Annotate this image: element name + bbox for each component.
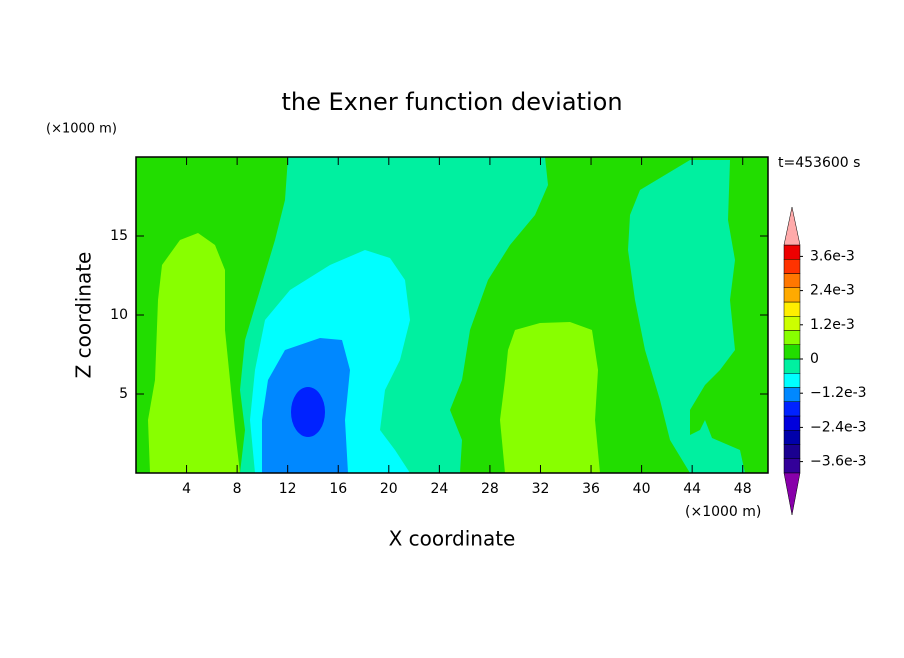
contour-region — [500, 322, 600, 473]
colorbar-tick-label: 2.4e-3 — [810, 283, 855, 299]
x-tick-label: 28 — [481, 481, 499, 497]
colorbar-under — [783, 472, 801, 516]
colorbar-box — [783, 387, 801, 402]
contour-region — [148, 233, 240, 473]
chart-title: the Exner function deviation — [281, 88, 622, 116]
colorbar-box — [783, 415, 801, 431]
colorbar-tick-label: −2.4e-3 — [810, 419, 867, 435]
colorbar-tick-label: 1.2e-3 — [810, 317, 855, 333]
colorbar-box — [783, 330, 801, 345]
colorbar-box — [783, 358, 801, 374]
colorbar-tick-label: −1.2e-3 — [810, 385, 867, 401]
colorbar-box — [783, 259, 801, 274]
x-tick-label: 44 — [683, 481, 701, 497]
x-tick-label: 48 — [734, 481, 752, 497]
colorbar-box — [783, 244, 801, 260]
x-axis-label: X coordinate — [389, 527, 516, 551]
x-tick-label: 36 — [582, 481, 600, 497]
colorbar-box — [783, 458, 801, 474]
colorbar-box — [783, 301, 801, 317]
colorbar-box — [783, 430, 801, 445]
time-label: t=453600 s — [778, 155, 860, 171]
y-unit: (×1000 m) — [46, 122, 117, 137]
x-unit: (×1000 m) — [685, 504, 761, 520]
colorbar-tick-label: −3.6e-3 — [810, 454, 867, 470]
colorbar-tick-label: 3.6e-3 — [810, 248, 855, 264]
colorbar-box — [783, 401, 801, 417]
contour-field — [136, 157, 768, 473]
colorbar-box — [783, 444, 801, 459]
x-tick-label: 12 — [279, 481, 297, 497]
x-tick-label: 32 — [532, 481, 550, 497]
colorbar-box — [783, 273, 801, 288]
colorbar-box — [783, 316, 801, 331]
y-tick-label: 10 — [110, 307, 128, 323]
colorbar-box — [783, 373, 801, 388]
colorbar-box — [783, 344, 801, 360]
colorbar-over — [783, 206, 801, 246]
x-tick-label: 8 — [233, 481, 242, 497]
x-tick-label: 20 — [380, 481, 398, 497]
x-tick-label: 40 — [633, 481, 651, 497]
y-axis-label: Z coordinate — [72, 252, 96, 379]
contour-region — [628, 160, 745, 473]
y-tick-label: 15 — [110, 228, 128, 244]
x-tick-label: 16 — [329, 481, 347, 497]
colorbar-tick-label: 0 — [810, 351, 819, 367]
x-tick-label: 24 — [430, 481, 448, 497]
contour-region — [291, 387, 325, 437]
x-tick-label: 4 — [182, 481, 191, 497]
y-tick-label: 5 — [119, 386, 128, 402]
colorbar-box — [783, 287, 801, 303]
